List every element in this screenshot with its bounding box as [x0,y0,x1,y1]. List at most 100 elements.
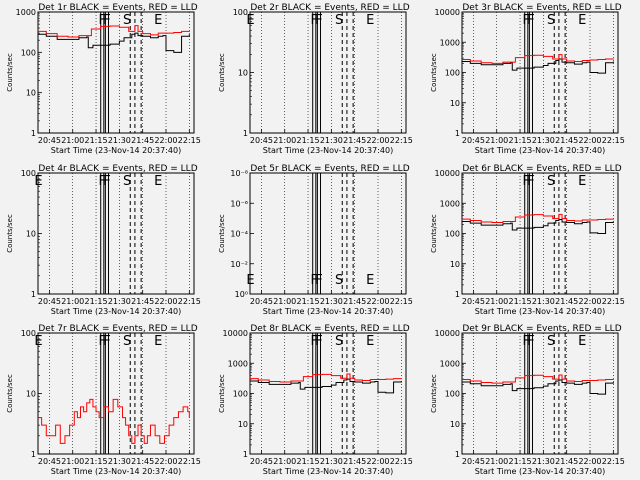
x-tick-label: 20:45 [250,457,273,466]
y-tick-label: 10000 [435,329,460,338]
y-tick-label: 1 [31,450,36,459]
x-tick-label: 21:00 [273,297,296,306]
panel-title: Det 6r BLACK = Events, RED = LLD [462,164,621,174]
x-axis-label: Start Time (23-Nov-14 20:37:40) [263,467,393,476]
x-tick-label: 21:00 [61,297,84,306]
y-tick-label: 10 [26,390,36,399]
x-tick-label: 22:15 [178,136,201,145]
y-tick-label: 10 [238,69,248,78]
y-tick-label: 1000 [440,199,460,208]
x-tick-label: 21:45 [343,136,366,145]
panel-title: Det 4r BLACK = Events, RED = LLD [38,164,197,174]
annotation-e: E [578,334,586,349]
series-events [38,32,190,53]
series-lld [462,374,614,384]
annotation-f: F [311,334,318,349]
annotation-e: E [154,334,162,349]
annotation-e: E [366,334,374,349]
x-tick-label: 21:30 [320,457,343,466]
plot-frame [249,11,407,134]
annotation-e: E [34,334,42,349]
annotation-e: E [246,13,254,28]
x-tick-label: 22:00 [366,297,389,306]
x-tick-label: 21:30 [532,457,555,466]
plot-frame [249,172,407,295]
y-axis-label: Counts/sec [6,53,14,92]
x-tick-label: 21:45 [131,457,154,466]
x-tick-label: 22:00 [366,457,389,466]
x-tick-label: 21:00 [485,136,508,145]
x-tick-label: 20:45 [250,297,273,306]
x-tick-label: 21:15 [509,136,532,145]
x-tick-label: 20:45 [38,136,61,145]
x-axis-label: Start Time (23-Nov-14 20:37:40) [263,307,393,316]
panel-title: Det 9r BLACK = Events, RED = LLD [462,324,621,334]
y-tick-label: 1 [243,129,248,138]
annotation-f: F [523,334,530,349]
x-tick-label: 21:00 [273,136,296,145]
panel-title: Det 1r BLACK = Events, RED = LLD [38,3,197,13]
x-tick-label: 22:15 [390,297,413,306]
x-tick-label: 21:00 [61,136,84,145]
y-tick-label: 1 [243,450,248,459]
annotation-s: S [335,334,343,349]
annotation-s: S [335,273,343,288]
x-tick-label: 22:15 [390,457,413,466]
x-tick-label: 22:00 [154,457,177,466]
y-axis-label: Counts/sec [218,374,226,413]
y-tick-label: 10 [450,99,460,108]
panel-title: Det 7r BLACK = Events, RED = LLD [38,324,197,334]
x-axis-label: Start Time (23-Nov-14 20:37:40) [51,307,181,316]
plot-frame [37,11,195,134]
y-axis-label: Counts/sec [430,374,438,413]
x-tick-label: 22:15 [602,136,625,145]
annotation-f: F [527,174,534,189]
annotation-s: S [547,174,555,189]
y-axis-label: Counts/sec [430,214,438,253]
annotation-s: S [547,13,555,28]
y-tick-label: 10000 [223,329,248,338]
x-tick-label: 21:45 [555,136,578,145]
x-tick-label: 21:45 [131,297,154,306]
annotation-s: S [123,174,131,189]
x-tick-label: 21:15 [85,457,108,466]
annotation-e: E [578,174,586,189]
x-axis-label: Start Time (23-Nov-14 20:37:40) [51,146,181,155]
x-tick-label: 21:30 [320,297,343,306]
x-tick-label: 21:30 [320,136,343,145]
x-tick-label: 21:30 [108,136,131,145]
x-tick-label: 21:15 [297,297,320,306]
annotation-f: F [527,334,534,349]
x-tick-label: 21:15 [297,136,320,145]
series-lld [462,213,614,224]
annotation-f: F [315,13,322,28]
y-tick-label: 1000 [228,359,248,368]
x-tick-label: 21:00 [273,457,296,466]
x-axis-label: Start Time (23-Nov-14 20:37:40) [475,307,605,316]
panel-title: Det 5r BLACK = Events, RED = LLD [250,164,409,174]
y-tick-label: 100 [445,230,460,239]
panel-title: Det 2r BLACK = Events, RED = LLD [250,3,409,13]
x-tick-label: 21:00 [485,457,508,466]
annotation-s: S [335,13,343,28]
x-tick-label: 21:45 [555,297,578,306]
x-tick-label: 22:15 [178,457,201,466]
x-tick-label: 20:45 [38,297,61,306]
x-tick-label: 21:15 [297,457,320,466]
x-axis-label: Start Time (23-Nov-14 20:37:40) [475,467,605,476]
series-lld [38,398,190,444]
series-events [462,58,614,74]
annotation-f: F [103,334,110,349]
y-tick-label: 10000 [435,8,460,17]
y-tick-label: 100 [233,8,248,17]
y-tick-label: 10 [26,230,36,239]
x-tick-label: 22:15 [602,297,625,306]
